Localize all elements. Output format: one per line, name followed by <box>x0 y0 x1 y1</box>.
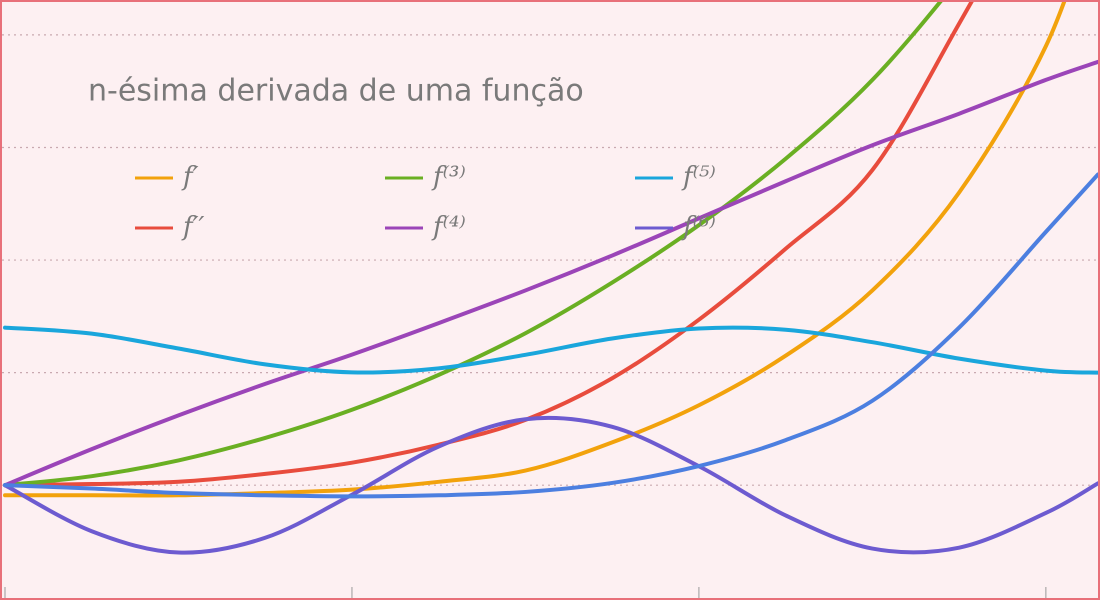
series-line <box>3 59 1098 488</box>
legend-label: f⁽⁶⁾ <box>681 212 716 242</box>
legend-label: f′ <box>181 162 199 192</box>
series-line <box>3 325 1098 375</box>
series-line <box>3 2 943 488</box>
series-line <box>3 415 1098 555</box>
grid <box>2 34 1098 598</box>
legend: f′ f′′ f⁽³⁾ f⁽⁴⁾ f⁽⁵⁾ f⁽⁶⁾ <box>135 162 716 242</box>
legend-label: f′′ <box>181 212 205 242</box>
legend-label: f⁽³⁾ <box>431 162 466 192</box>
plot-area <box>3 2 1098 555</box>
series-line <box>3 172 1098 499</box>
series-line <box>3 2 974 488</box>
chart-title: n-ésima derivada de uma função <box>88 74 584 109</box>
legend-label: f⁽⁵⁾ <box>681 162 716 192</box>
legend-label: f⁽⁴⁾ <box>431 212 466 242</box>
